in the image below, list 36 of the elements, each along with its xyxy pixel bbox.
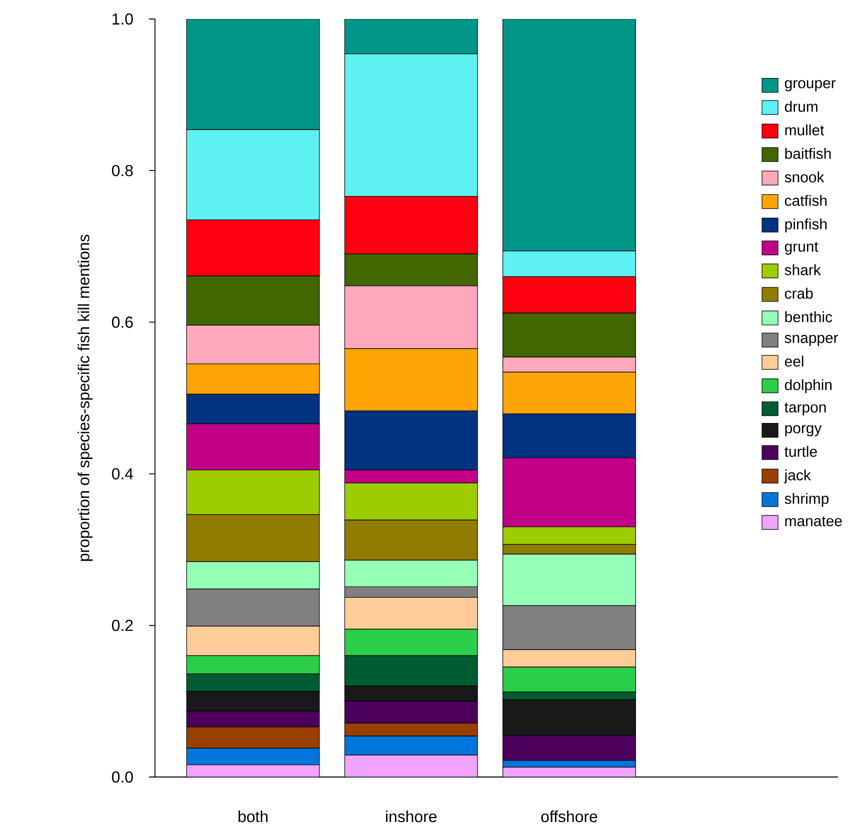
legend-label: mullet: [785, 124, 824, 136]
y-tick-label: 0.0: [112, 771, 133, 783]
legend-label: snapper: [784, 334, 838, 346]
legend-label: baitfish: [785, 148, 831, 159]
legend-label: pinfish: [785, 218, 827, 232]
legend-label: grouper: [784, 80, 836, 92]
bar: [344, 18, 478, 54]
bar: [344, 754, 478, 777]
legend-label: drum: [784, 100, 818, 112]
legend-label: shark: [784, 264, 821, 276]
legend-label: manatee: [785, 516, 842, 526]
x-tick-label: offshore: [541, 810, 598, 822]
x-tick-label: both: [238, 810, 268, 822]
x-tick-label: inshore: [386, 810, 437, 822]
y-tick-label: 0.4: [112, 468, 134, 480]
y-tick-label: 0.2: [112, 620, 133, 632]
y-tick-label: 0.6: [112, 316, 133, 328]
bar: [502, 766, 636, 777]
legend-label: catfish: [784, 194, 827, 206]
legend-label: snook: [784, 171, 824, 182]
legend-label: shrimp: [784, 492, 829, 507]
legend-label: porgy: [785, 425, 822, 436]
legend-label: eel: [784, 356, 804, 367]
legend-label: crab: [784, 288, 813, 299]
legend-label: dolphin: [784, 379, 832, 394]
legend-label: grunt: [784, 242, 818, 255]
y-tick-label: 0.8: [112, 164, 133, 176]
bar: [502, 18, 636, 252]
y-axis-title: proportion of species-specific fish kill mentions: [78, 234, 93, 561]
bar: [186, 18, 320, 130]
bar: [186, 764, 320, 777]
y-tick-label: 1.0: [112, 13, 133, 25]
legend-label: tarpon: [784, 402, 826, 416]
legend-label: jack: [784, 469, 811, 484]
legend-label: turtle: [784, 446, 817, 457]
legend-label: benthic: [785, 311, 832, 322]
